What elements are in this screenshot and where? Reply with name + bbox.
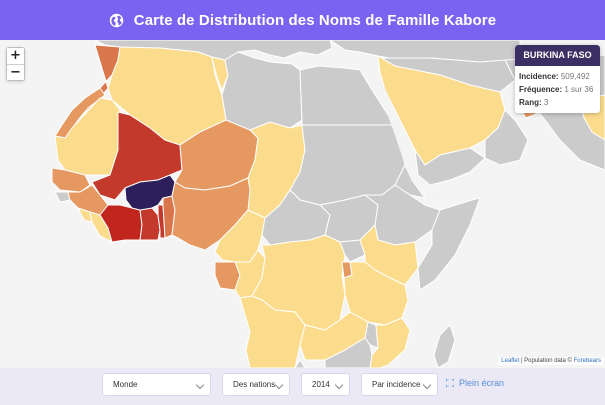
country-ghana[interactable] [139,207,161,241]
country-somalia[interactable] [417,197,481,291]
forebears-link[interactable]: Forebears [573,358,601,364]
info-rank-row: Rang: 3 [519,96,596,109]
fullscreen-icon [446,379,454,387]
country-info-panel: BURKINA FASO Incidence: 509,492 Fréquenc… [515,45,600,113]
rank-label: Rang: [519,98,542,107]
chevron-down-icon [195,380,205,390]
country-burkina-faso[interactable] [124,174,176,211]
zoom-in-button[interactable]: + [7,48,24,64]
info-incidence-row: Incidence: 509,492 [519,70,596,83]
year-select[interactable]: 2014 [301,373,350,396]
attribution-text: | Population data © [519,358,574,364]
incidence-label: Incidence: [519,72,559,81]
frequency-value: 1 sur 36 [564,85,594,94]
chevron-down-icon [422,380,432,390]
country-madagascar[interactable] [433,324,456,368]
info-country-name: BURKINA FASO [515,45,600,66]
metric-select[interactable]: Par incidence [361,373,438,396]
leaflet-link[interactable]: Leaflet [501,358,520,364]
metric-select-value: Par incidence [372,380,421,389]
zoom-control: + − [6,47,25,81]
scope-select-value: Des nations [233,380,276,389]
fullscreen-button[interactable]: Plein écran [446,378,504,388]
country-malawi[interactable] [364,321,379,349]
chevron-down-icon [334,380,344,390]
region-select-value: Monde [113,380,138,389]
fullscreen-label: Plein écran [459,378,505,388]
country-senegal[interactable] [51,167,91,193]
country-namibia[interactable] [250,359,306,368]
controls-bar: Monde Des nations 2014 Par incidence Ple… [0,368,605,405]
region-select[interactable]: Monde [102,373,211,396]
red-sea [372,86,412,180]
globe-icon [109,13,124,27]
country-oman[interactable] [484,109,529,166]
scope-select[interactable]: Des nations [222,373,290,396]
map-attribution: Leaflet | Population data © Forebears [498,357,604,365]
app-header: Carte de Distribution des Noms de Famill… [0,0,605,40]
country-zimbabwe[interactable] [324,337,373,368]
year-select-value: 2014 [312,380,330,389]
zoom-out-button[interactable]: − [7,64,24,80]
incidence-value: 509,492 [560,72,590,81]
country-yemen[interactable] [414,147,486,186]
country-mozambique[interactable] [369,317,411,368]
rank-value: 3 [543,98,549,107]
country-saudi-arabia[interactable] [377,55,506,166]
chevron-down-icon [274,380,284,390]
country-egypt[interactable] [299,65,396,126]
page-title: Carte de Distribution des Noms de Famill… [133,11,497,29]
country-kenya[interactable] [359,223,419,286]
country-libya[interactable] [221,51,303,131]
frequency-label: Fréquence: [519,85,563,94]
country-uganda[interactable] [339,239,366,263]
country-eritrea[interactable] [394,163,427,199]
info-frequency-row: Fréquence: 1 sur 36 [519,83,596,96]
